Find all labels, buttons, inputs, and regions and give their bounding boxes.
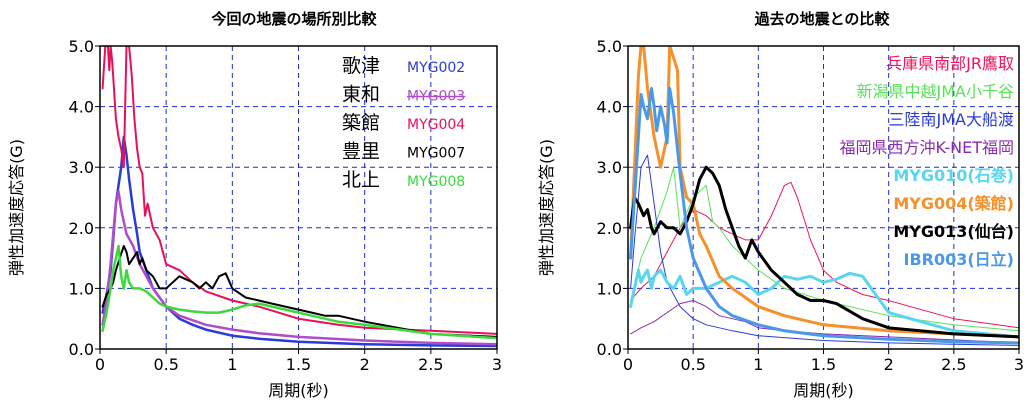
chart-1-x-tick-label: 0 — [95, 355, 105, 374]
chart-2-y-tick-label: 5.0 — [597, 37, 622, 56]
chart-1-x-tick-label: 0.5 — [153, 355, 178, 374]
chart-2-x-tick-label: 2 — [884, 355, 894, 374]
chart-1-legend-code-1: MYG002 — [407, 60, 465, 76]
chart-2-legend-entry-7: MYG013(仙台) — [893, 222, 1014, 241]
chart-1-series-line-5 — [101, 244, 497, 340]
chart-2-legend-entry-1: 兵庫県南部JR鷹取 — [886, 54, 1014, 73]
chart-1-y-tick-label: 5.0 — [69, 37, 94, 56]
chart-2-x-tick-label: 0.5 — [680, 355, 705, 374]
chart-1-y-tick-label: 2.0 — [69, 219, 94, 238]
chart-1-x-tick-label: 1 — [227, 355, 237, 374]
chart-2-x-tick-label: 3 — [1014, 355, 1024, 374]
chart-2-x-tick-label: 2.5 — [941, 355, 966, 374]
chart-2-series-line-2 — [630, 166, 1019, 332]
chart-1-x-tick-label: 2.5 — [418, 355, 443, 374]
chart-2-x-tick-label: 1.5 — [811, 355, 836, 374]
chart-1-legend-name-3: 築館 — [342, 112, 380, 134]
chart-2-series-line-1 — [630, 181, 1019, 329]
chart-1-x-tick-label: 3 — [492, 355, 502, 374]
chart-2-x-tick-label: 1 — [753, 355, 763, 374]
chart-1-series-line-4 — [101, 245, 497, 338]
chart-2-legend-entry-3: 三陸南JMA大船渡 — [889, 110, 1014, 129]
chart-1-legend-code-2: MYG003 — [407, 89, 465, 105]
chart-1-series-line-2 — [101, 190, 497, 346]
chart-2-y-tick-label: 3.0 — [597, 158, 622, 177]
chart-2-y-tick-label: 1.0 — [597, 279, 622, 298]
chart-1-legend-code-3: MYG004 — [407, 117, 465, 133]
chart-1-y-tick-label: 3.0 — [69, 158, 94, 177]
chart-2-y-tick-label: 2.0 — [597, 219, 622, 238]
chart-1-legend-name-1: 歌津 — [342, 55, 380, 77]
chart-2-y-axis-label: 弾性加速度応答(G) — [537, 139, 556, 276]
chart-2-series-line-8 — [629, 86, 1019, 345]
chart-1-legend: 歌津 MYG002 東和 MYG003 築館 MYG004 豊里 MYG007 北上 MYG008 — [342, 55, 465, 191]
chart-1-series-line-1 — [101, 135, 497, 348]
chart-2-series-line-5 — [629, 268, 1019, 339]
chart-2-legend-entry-4: 福岡県西方沖K-NET福岡 — [840, 138, 1014, 157]
chart-1-legend-name-5: 北上 — [342, 169, 380, 191]
chart-2-series-line-7 — [629, 165, 1019, 339]
chart-2-legend-entry-8: IBR003(日立) — [904, 250, 1015, 269]
chart-2-y-tick-label: 0.0 — [597, 340, 622, 359]
chart-1-series-line-3 — [101, 46, 497, 335]
chart-2-series-line-4 — [630, 300, 1019, 344]
chart-1-legend-name-2: 東和 — [342, 84, 380, 106]
chart-past-earthquakes: 過去の地震との比較 0 0.5 1 1.5 2 2.5 3 0.0 1.0 2.0 3.0 4.0 5.0… — [537, 10, 1024, 400]
chart-2-x-axis-label: 周期(秒) — [793, 381, 854, 400]
chart-1-legend-code-5: MYG008 — [407, 174, 465, 190]
chart-2-legend-entry-5: MYG010(石巻) — [893, 166, 1014, 185]
chart-2-series-line-3 — [630, 154, 1019, 346]
chart-1-x-tick-label: 2 — [360, 355, 370, 374]
chart-2-legend-entry-2: 新潟県中越JMA小千谷 — [857, 82, 1014, 101]
chart-1-y-tick-label: 4.0 — [69, 98, 94, 117]
chart-1-legend-name-4: 豊里 — [342, 141, 380, 163]
chart-1-y-tick-label: 1.0 — [69, 279, 94, 298]
chart-1-title: 今回の地震の場所別比較 — [210, 10, 377, 28]
chart-2-legend-entry-6: MYG004(築館) — [893, 194, 1014, 213]
chart-2-legend: 兵庫県南部JR鷹取新潟県中越JMA小千谷三陸南JMA大船渡福岡県西方沖K-NET… — [840, 54, 1014, 269]
chart-2-title: 過去の地震との比較 — [754, 10, 891, 28]
chart-1-y-axis-label: 弾性加速度応答(G) — [7, 139, 26, 276]
chart-1-x-tick-label: 1.5 — [286, 355, 311, 374]
chart-1-y-tick-label: 0.0 — [69, 340, 94, 359]
chart-2-x-tick-label: 0 — [623, 355, 633, 374]
chart-1-x-axis-label: 周期(秒) — [268, 381, 329, 400]
chart-2-series-line-6 — [629, 46, 1019, 339]
chart-by-location: 今回の地震の場所別比較 0 0.5 1 1.5 2 2.5 3 0.0 1.0 2.0 3.0 4.0 5… — [7, 10, 502, 400]
chart-2-y-tick-label: 4.0 — [597, 98, 622, 117]
chart-1-legend-code-4: MYG007 — [407, 146, 465, 162]
